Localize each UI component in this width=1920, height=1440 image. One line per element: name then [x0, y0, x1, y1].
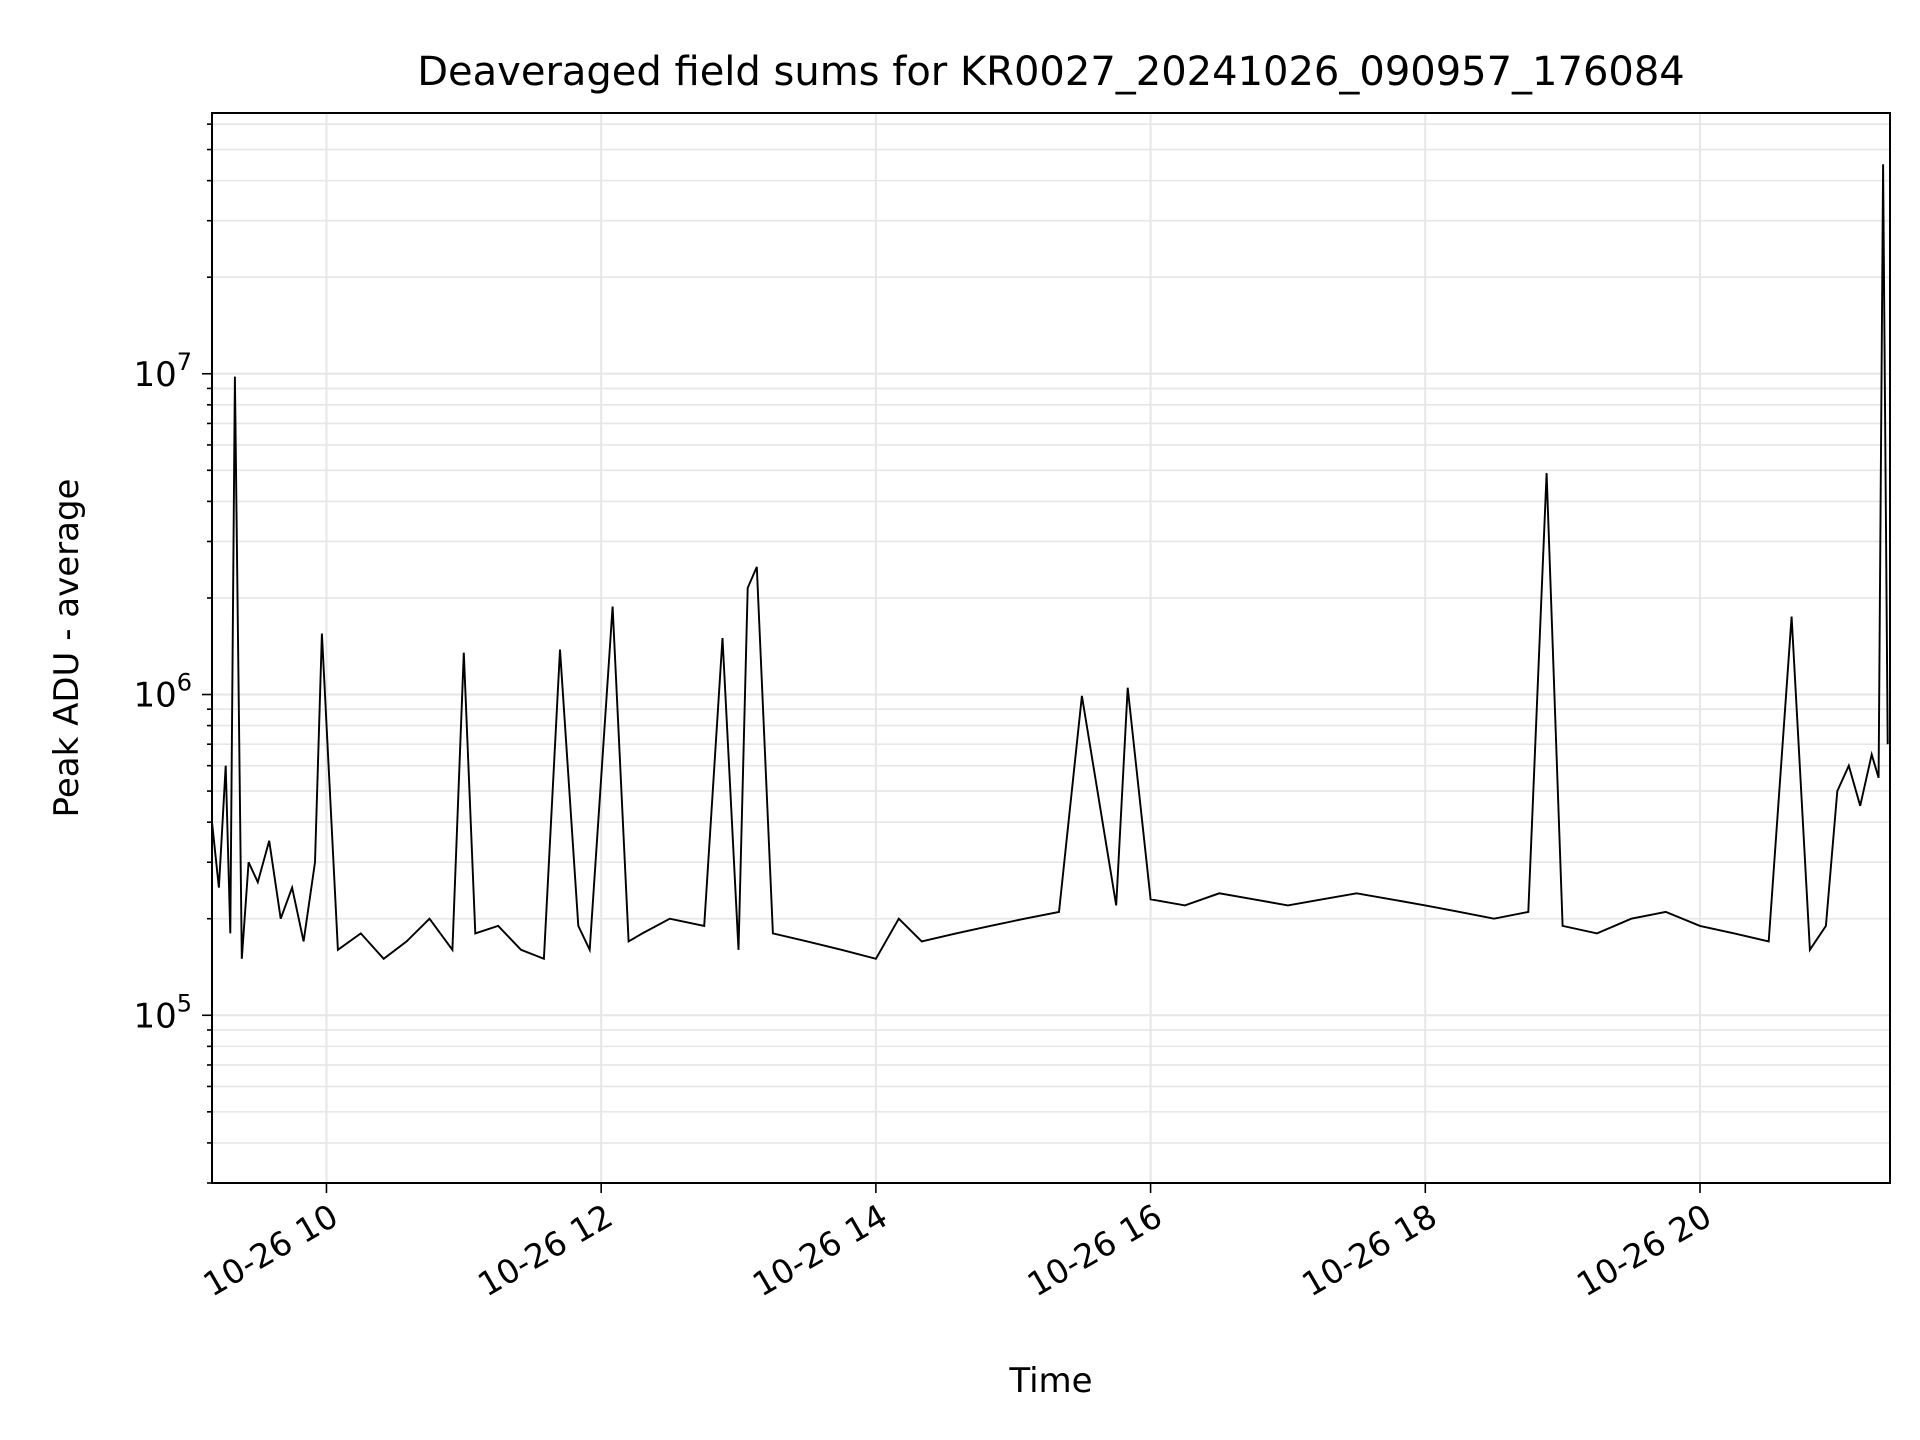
y-axis-label: Peak ADU - average — [47, 479, 87, 818]
y-tick-label: 106 — [133, 669, 192, 716]
grid-lines — [212, 113, 1890, 1184]
y-tick-label: 105 — [133, 989, 192, 1036]
data-series-line — [211, 164, 1889, 961]
plot-frame — [211, 112, 1891, 1184]
x-axis-label: Time — [1008, 1361, 1092, 1401]
series-line — [211, 164, 1889, 961]
chart-title: Deaveraged field sums for KR0027_2024102… — [417, 49, 1685, 95]
y-tick-label: 107 — [133, 348, 192, 395]
